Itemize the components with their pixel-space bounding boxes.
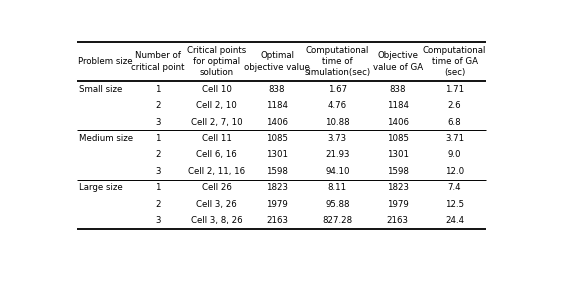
Text: 10.88: 10.88 (325, 118, 350, 127)
Text: Cell 2, 11, 16: Cell 2, 11, 16 (188, 167, 245, 176)
Text: 2: 2 (155, 200, 161, 209)
Text: 12.5: 12.5 (445, 200, 464, 209)
Text: 3: 3 (155, 216, 161, 225)
Text: 2163: 2163 (266, 216, 288, 225)
Text: 1184: 1184 (386, 101, 408, 110)
Text: 6.8: 6.8 (448, 118, 461, 127)
Text: Problem size: Problem size (78, 57, 132, 66)
Text: 95.88: 95.88 (325, 200, 350, 209)
Text: 8.11: 8.11 (328, 183, 347, 192)
Text: Cell 11: Cell 11 (202, 134, 232, 143)
Text: 24.4: 24.4 (445, 216, 464, 225)
Text: 838: 838 (389, 85, 406, 94)
Text: 3: 3 (155, 167, 161, 176)
Text: 2: 2 (155, 150, 161, 159)
Text: 1: 1 (155, 85, 161, 94)
Text: 1823: 1823 (386, 183, 408, 192)
Text: Cell 2, 10: Cell 2, 10 (196, 101, 237, 110)
Text: 1979: 1979 (386, 200, 408, 209)
Text: 1085: 1085 (266, 134, 288, 143)
Text: Cell 10: Cell 10 (202, 85, 232, 94)
Text: 1979: 1979 (266, 200, 288, 209)
Text: 1184: 1184 (266, 101, 288, 110)
Text: 1301: 1301 (266, 150, 288, 159)
Text: 827.28: 827.28 (323, 216, 353, 225)
Text: 1.67: 1.67 (328, 85, 347, 94)
Text: Cell 6, 16: Cell 6, 16 (196, 150, 237, 159)
Text: 838: 838 (269, 85, 285, 94)
Text: 3.73: 3.73 (328, 134, 347, 143)
Text: Cell 26: Cell 26 (202, 183, 232, 192)
Text: 1406: 1406 (386, 118, 408, 127)
Text: Critical points
for optimal
solution: Critical points for optimal solution (187, 46, 247, 77)
Text: 1301: 1301 (386, 150, 408, 159)
Text: 1: 1 (155, 183, 161, 192)
Text: 3.71: 3.71 (445, 134, 464, 143)
Text: 1085: 1085 (386, 134, 408, 143)
Text: 1823: 1823 (266, 183, 288, 192)
Text: Objective
value of GA: Objective value of GA (373, 51, 423, 72)
Text: 7.4: 7.4 (448, 183, 461, 192)
Text: Cell 2, 7, 10: Cell 2, 7, 10 (191, 118, 242, 127)
Text: 21.93: 21.93 (325, 150, 350, 159)
Text: Computational
time of GA
(sec): Computational time of GA (sec) (423, 46, 486, 77)
Text: Large size: Large size (79, 183, 123, 192)
Text: 2163: 2163 (386, 216, 408, 225)
Text: Cell 3, 8, 26: Cell 3, 8, 26 (191, 216, 242, 225)
Text: 4.76: 4.76 (328, 101, 347, 110)
Text: Number of
critical point: Number of critical point (131, 51, 184, 72)
Text: Small size: Small size (79, 85, 123, 94)
Text: Computational
time of
simulation(sec): Computational time of simulation(sec) (304, 46, 370, 77)
Text: 2: 2 (155, 101, 161, 110)
Text: 1598: 1598 (386, 167, 408, 176)
Text: Optimal
objective value: Optimal objective value (244, 51, 310, 72)
Text: 9.0: 9.0 (448, 150, 461, 159)
Text: 94.10: 94.10 (325, 167, 350, 176)
Text: 1598: 1598 (266, 167, 288, 176)
Text: 1: 1 (155, 134, 161, 143)
Text: Medium size: Medium size (79, 134, 133, 143)
Text: 1.71: 1.71 (445, 85, 464, 94)
Text: 1406: 1406 (266, 118, 288, 127)
Text: 12.0: 12.0 (445, 167, 464, 176)
Text: Cell 3, 26: Cell 3, 26 (196, 200, 237, 209)
Text: 3: 3 (155, 118, 161, 127)
Text: 2.6: 2.6 (448, 101, 461, 110)
